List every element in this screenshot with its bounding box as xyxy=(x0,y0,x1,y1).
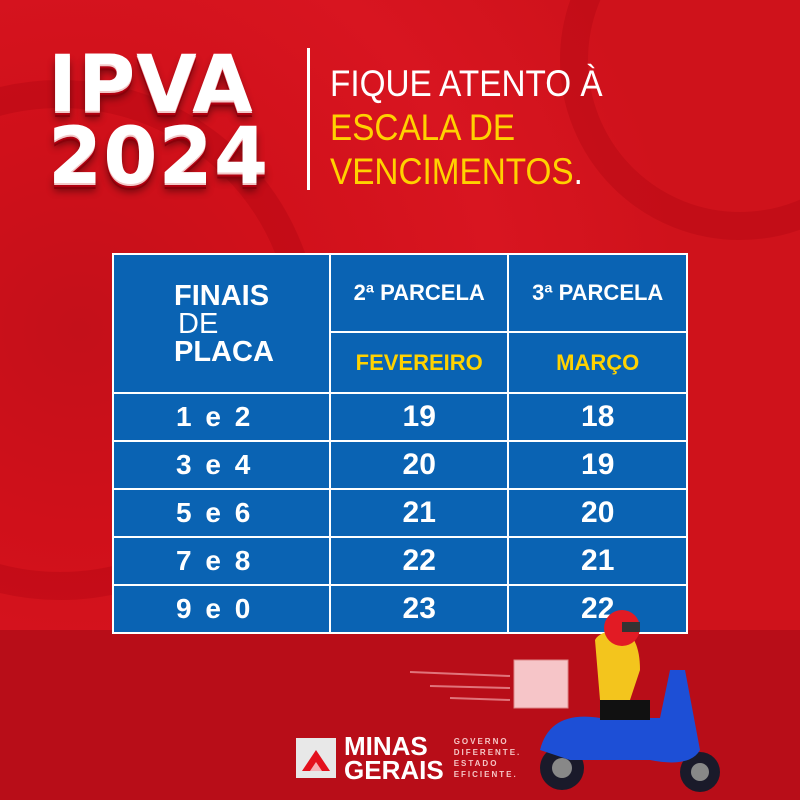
logo-minas: MINAS xyxy=(344,731,428,761)
cell-finais: 1 e 2 xyxy=(112,392,331,442)
table-row: 9 e 0 23 22 xyxy=(112,584,688,634)
title-ipva: IPVA xyxy=(48,40,254,130)
header-fevereiro: FEVEREIRO xyxy=(328,331,510,394)
cell-3a-parcela: 19 xyxy=(507,440,688,490)
header-2a-parcela: 2ª PARCELA xyxy=(328,253,510,333)
tagline-line: DIFERENTE. xyxy=(453,748,522,757)
subtitle-line2: ESCALA DE xyxy=(330,107,516,148)
header-marco: MARÇO xyxy=(507,331,688,394)
cell-2a-parcela: 19 xyxy=(328,392,510,442)
cell-3a-parcela: 22 xyxy=(507,584,688,634)
table-row: 1 e 2 19 18 xyxy=(112,392,688,442)
logo-wordmark: MINAS GERAIS xyxy=(344,731,444,785)
cell-2a-parcela: 21 xyxy=(328,488,510,538)
subtitle-line1: FIQUE ATENTO À xyxy=(330,63,603,104)
logo-gerais: GERAIS xyxy=(344,755,444,785)
cell-3a-parcela: 21 xyxy=(507,536,688,586)
cell-finais: 3 e 4 xyxy=(112,440,331,490)
due-date-table: FINAIS DE PLACA 2ª PARCELA 3ª PARCELA FE… xyxy=(112,253,688,634)
delivery-scooter-illustration xyxy=(409,610,720,792)
cell-2a-parcela: 23 xyxy=(328,584,510,634)
decorative-pattern xyxy=(560,0,800,240)
cell-3a-parcela: 18 xyxy=(507,392,688,442)
tagline-line: EFICIENTE. xyxy=(453,770,518,779)
title-year: 2024 xyxy=(48,112,270,202)
cell-finais: 7 e 8 xyxy=(112,536,331,586)
header-3a-parcela: 3ª PARCELA xyxy=(507,253,688,333)
minas-gerais-logo: MINAS GERAIS GOVERNO DIFERENTE. ESTADO E… xyxy=(296,731,522,785)
divider xyxy=(307,48,310,190)
table-row: 5 e 6 21 20 xyxy=(112,488,688,538)
table-row: 3 e 4 20 19 xyxy=(112,440,688,490)
subtitle-line3: VENCIMENTOS. xyxy=(330,150,583,194)
cell-2a-parcela: 22 xyxy=(328,536,510,586)
header-finais: FINAIS xyxy=(174,279,270,312)
logo-tagline: GOVERNO DIFERENTE. ESTADO EFICIENTE. xyxy=(454,736,522,780)
header-de: DE xyxy=(178,307,219,340)
cell-2a-parcela: 20 xyxy=(328,440,510,490)
cell-finais: 9 e 0 xyxy=(112,584,331,634)
subtitle-period: . xyxy=(573,151,583,192)
tagline-line: ESTADO xyxy=(453,759,499,768)
tagline-line: GOVERNO xyxy=(453,737,509,746)
table-row: 7 e 8 22 21 xyxy=(112,536,688,586)
header-placa: PLACA xyxy=(174,335,274,368)
subtitle-text: VENCIMENTOS xyxy=(330,151,574,192)
header-finais-de-placa: FINAIS DE PLACA xyxy=(112,253,331,394)
cell-finais: 5 e 6 xyxy=(112,488,331,538)
cell-3a-parcela: 20 xyxy=(507,488,688,538)
minas-gerais-logo-icon xyxy=(296,738,336,778)
